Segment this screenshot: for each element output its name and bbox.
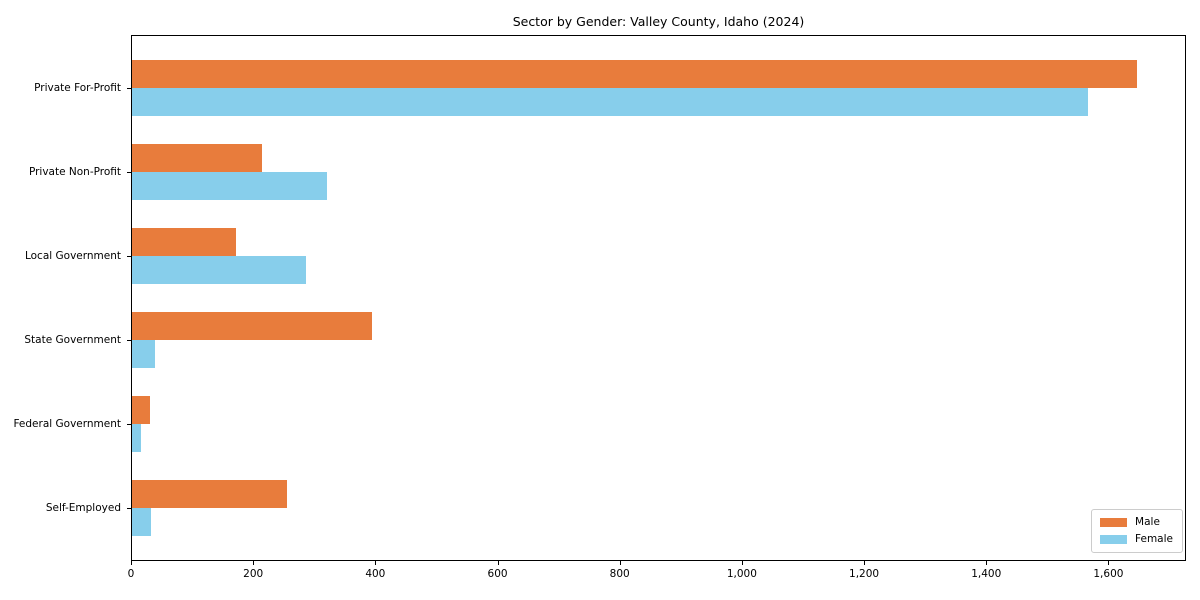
bar-male-state-government xyxy=(132,312,372,340)
chart-title: Sector by Gender: Valley County, Idaho (… xyxy=(512,14,805,29)
legend-item-male: Male xyxy=(1100,517,1173,528)
bar-male-local-government xyxy=(132,228,236,256)
x-tick-mark xyxy=(131,561,132,565)
y-tick-label-local-government: Local Government xyxy=(24,250,121,262)
x-tick-mark xyxy=(497,561,499,565)
x-tick-label-1600: 1,600 xyxy=(1093,568,1124,580)
y-tick-mark xyxy=(127,88,131,89)
bar-female-private-for-profit xyxy=(132,88,1088,116)
x-tick-label-1000: 1,000 xyxy=(726,568,757,580)
legend-female-swatch xyxy=(1100,535,1128,544)
y-tick-label-private-for-profit: Private For-Profit xyxy=(34,82,121,94)
legend-female-label: Female xyxy=(1135,533,1173,545)
y-tick-label-self-employed: Self-Employed xyxy=(45,502,121,514)
legend: Male Female xyxy=(1091,509,1183,553)
y-tick-mark xyxy=(127,172,131,173)
bar-male-self-employed xyxy=(132,480,287,508)
bar-female-private-non-profit xyxy=(132,172,327,200)
x-tick-mark xyxy=(619,561,621,565)
x-tick-label-200: 200 xyxy=(243,568,264,580)
legend-item-female: Female xyxy=(1100,534,1173,545)
bar-female-federal-government xyxy=(132,424,141,452)
y-tick-mark xyxy=(127,508,131,509)
x-tick-label-1200: 1,200 xyxy=(849,568,880,580)
bar-male-private-non-profit xyxy=(132,144,262,172)
x-tick-mark xyxy=(253,561,255,565)
y-tick-mark xyxy=(127,340,131,341)
x-tick-label-400: 400 xyxy=(365,568,386,580)
bar-female-state-government xyxy=(132,340,155,368)
x-tick-mark xyxy=(864,561,866,565)
y-tick-label-private-non-profit: Private Non-Profit xyxy=(28,166,121,178)
y-tick-mark xyxy=(127,424,131,425)
x-tick-label-0: 0 xyxy=(127,568,135,580)
x-tick-mark xyxy=(986,561,988,565)
bar-female-local-government xyxy=(132,256,306,284)
x-tick-label-800: 800 xyxy=(609,568,630,580)
bar-male-federal-government xyxy=(132,396,150,424)
x-tick-mark xyxy=(375,561,377,565)
x-tick-label-1400: 1,400 xyxy=(971,568,1002,580)
y-tick-label-federal-government: Federal Government xyxy=(13,418,121,430)
x-tick-mark xyxy=(741,561,743,565)
legend-male-swatch xyxy=(1100,518,1128,527)
x-tick-mark xyxy=(1108,561,1110,565)
y-tick-label-state-government: State Government xyxy=(24,334,121,346)
bar-female-self-employed xyxy=(132,508,151,536)
y-tick-mark xyxy=(127,256,131,257)
x-tick-label-600: 600 xyxy=(487,568,508,580)
legend-male-label: Male xyxy=(1135,516,1160,528)
bar-male-private-for-profit xyxy=(132,60,1137,88)
